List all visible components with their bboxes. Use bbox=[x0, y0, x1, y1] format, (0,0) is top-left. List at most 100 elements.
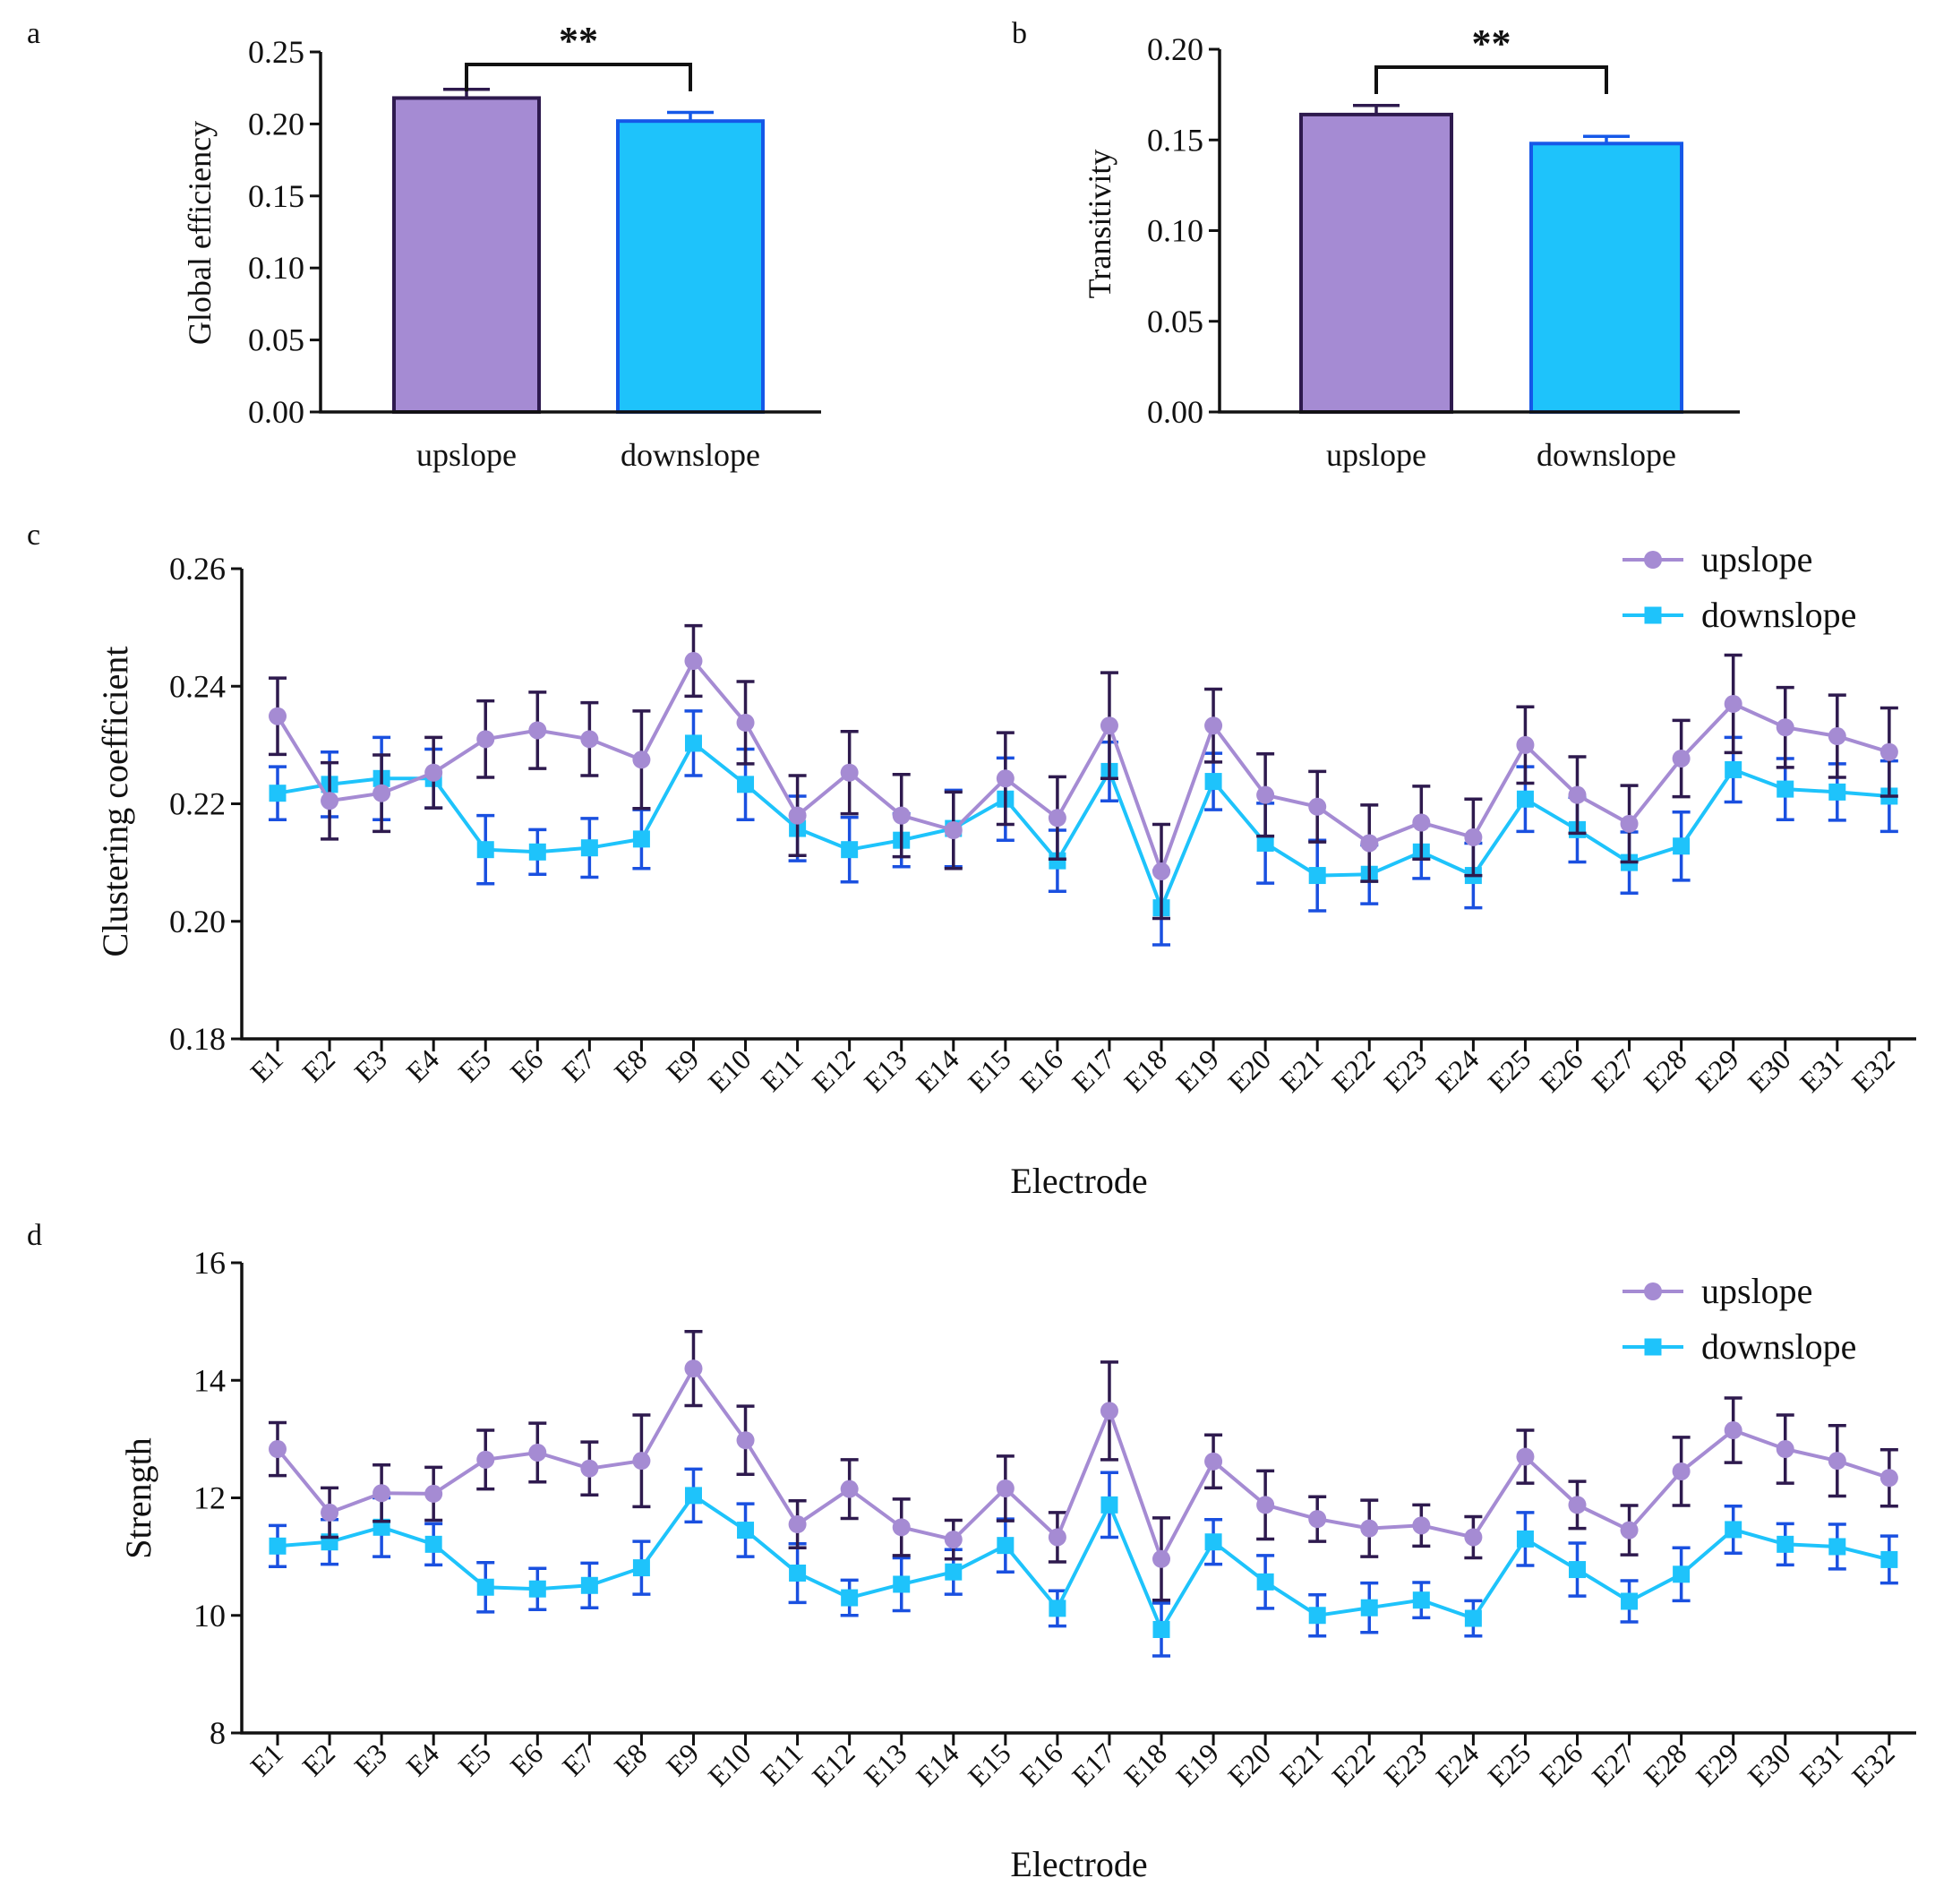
data-point-downslope bbox=[580, 1576, 598, 1594]
data-point-upslope bbox=[996, 1479, 1015, 1497]
legend-marker-upslope bbox=[1644, 551, 1662, 569]
x-tick-label: E24 bbox=[1429, 1737, 1485, 1792]
data-point-upslope bbox=[1464, 828, 1483, 846]
series-line-downslope bbox=[277, 1493, 1890, 1634]
data-point-upslope bbox=[1672, 1462, 1691, 1480]
panel-label: a bbox=[27, 17, 40, 50]
x-tick-label: E4 bbox=[400, 1042, 446, 1088]
data-point-downslope bbox=[1828, 1538, 1846, 1556]
data-point-upslope bbox=[1828, 1452, 1846, 1471]
data-point-upslope bbox=[736, 1431, 755, 1450]
data-point-upslope bbox=[1360, 1519, 1379, 1538]
axes bbox=[240, 1263, 1916, 1735]
data-point-upslope bbox=[1724, 694, 1742, 713]
x-tick-label: E26 bbox=[1534, 1737, 1589, 1792]
data-point-downslope bbox=[841, 841, 859, 859]
data-point-upslope bbox=[424, 763, 443, 782]
panel-label: b bbox=[1012, 17, 1027, 50]
x-tick-label: upslope bbox=[416, 437, 517, 473]
data-point-upslope bbox=[1412, 1516, 1431, 1535]
data-point-downslope bbox=[1673, 837, 1691, 855]
panel-a: a upslope downslope 0.00 0.05 0.10 0.15 0.20 0.2… bbox=[27, 17, 821, 473]
data-point-downslope bbox=[269, 785, 287, 802]
x-tick-label: upslope bbox=[1326, 437, 1426, 473]
series-upslope bbox=[269, 623, 1898, 921]
data-point-upslope bbox=[1672, 749, 1691, 768]
x-tick-label: E12 bbox=[806, 1737, 861, 1792]
data-point-upslope bbox=[684, 652, 703, 671]
x-tick-label: E26 bbox=[1534, 1042, 1589, 1098]
x-tick-label: E21 bbox=[1273, 1042, 1329, 1098]
x-tick-label: E25 bbox=[1481, 1737, 1537, 1792]
y-axis-label: Transitivity bbox=[1082, 150, 1117, 299]
x-tick-label: E14 bbox=[910, 1042, 965, 1098]
x-tick-label: E14 bbox=[910, 1737, 965, 1792]
data-point-upslope bbox=[840, 1479, 859, 1498]
data-point-downslope bbox=[1569, 1561, 1586, 1579]
legend: upslope downslope bbox=[1622, 539, 1856, 635]
panel-b: b upslope downslope 0.00 0.05 0.10 0.15 0.20 Tra… bbox=[1012, 17, 1740, 473]
x-tick-label: E6 bbox=[504, 1042, 550, 1088]
y-axis-label: Global efficiency bbox=[182, 121, 218, 345]
x-axis-label: Electrode bbox=[1010, 1161, 1147, 1201]
data-point-downslope bbox=[1673, 1565, 1691, 1583]
data-point-upslope bbox=[1724, 1421, 1742, 1440]
x-tick-label: E22 bbox=[1325, 1737, 1381, 1792]
x-tick-label: E30 bbox=[1742, 1042, 1797, 1098]
x-tick-label: E28 bbox=[1638, 1042, 1693, 1098]
data-point-downslope bbox=[737, 776, 755, 793]
data-point-downslope bbox=[1256, 834, 1274, 852]
x-tick-label: E7 bbox=[556, 1042, 602, 1088]
data-point-upslope bbox=[996, 769, 1015, 788]
x-tick-label: E29 bbox=[1690, 1737, 1745, 1792]
y-tick-label: 0.20 bbox=[169, 904, 226, 939]
data-point-upslope bbox=[476, 730, 495, 749]
x-tick-label: E3 bbox=[347, 1737, 393, 1782]
data-point-upslope bbox=[1412, 813, 1431, 832]
data-point-downslope bbox=[1880, 1550, 1898, 1568]
data-point-downslope bbox=[528, 843, 546, 861]
y-tick-label: 0.26 bbox=[169, 551, 226, 587]
x-tick-label: E28 bbox=[1638, 1737, 1693, 1792]
data-point-downslope bbox=[945, 1563, 963, 1581]
x-tick-label: E19 bbox=[1169, 1042, 1225, 1098]
data-point-downslope bbox=[684, 734, 702, 752]
x-tick-label: E15 bbox=[962, 1737, 1017, 1792]
data-point-upslope bbox=[1360, 834, 1379, 853]
data-point-upslope bbox=[1152, 862, 1171, 880]
x-tick-label: E31 bbox=[1794, 1042, 1849, 1098]
data-point-downslope bbox=[789, 1565, 807, 1582]
x-tick-label: E16 bbox=[1014, 1042, 1069, 1098]
x-tick-label: E2 bbox=[295, 1042, 341, 1088]
y-tick-label: 0.20 bbox=[248, 106, 304, 142]
data-point-downslope bbox=[632, 1559, 650, 1577]
data-point-downslope bbox=[632, 830, 650, 848]
data-point-downslope bbox=[1516, 790, 1534, 808]
data-point-upslope bbox=[1828, 727, 1846, 746]
data-point-upslope bbox=[892, 806, 911, 825]
data-point-upslope bbox=[1152, 1549, 1171, 1568]
x-tick-label: E10 bbox=[702, 1042, 758, 1098]
data-point-upslope bbox=[840, 763, 859, 782]
legend-label: upslope bbox=[1701, 539, 1812, 579]
significance-label: ** bbox=[559, 19, 598, 63]
x-tick-label: downslope bbox=[621, 437, 760, 473]
data-point-upslope bbox=[1620, 814, 1639, 833]
legend: upslope downslope bbox=[1622, 1271, 1856, 1367]
bar-downslope bbox=[616, 119, 765, 415]
data-point-upslope bbox=[1100, 716, 1118, 735]
data-point-upslope bbox=[1568, 785, 1587, 804]
data-point-downslope bbox=[528, 1580, 546, 1598]
x-tick-label: E29 bbox=[1690, 1042, 1745, 1098]
data-point-upslope bbox=[528, 1443, 547, 1462]
series-downslope bbox=[269, 1467, 1898, 1658]
x-tick-label: E16 bbox=[1014, 1737, 1069, 1792]
x-tick-label: E11 bbox=[754, 1042, 809, 1097]
data-point-upslope bbox=[892, 1518, 911, 1537]
panel-label: c bbox=[27, 519, 40, 552]
x-tick-label: E12 bbox=[806, 1042, 861, 1098]
y-tick-label: 0.05 bbox=[248, 322, 304, 358]
data-point-downslope bbox=[893, 1575, 911, 1593]
